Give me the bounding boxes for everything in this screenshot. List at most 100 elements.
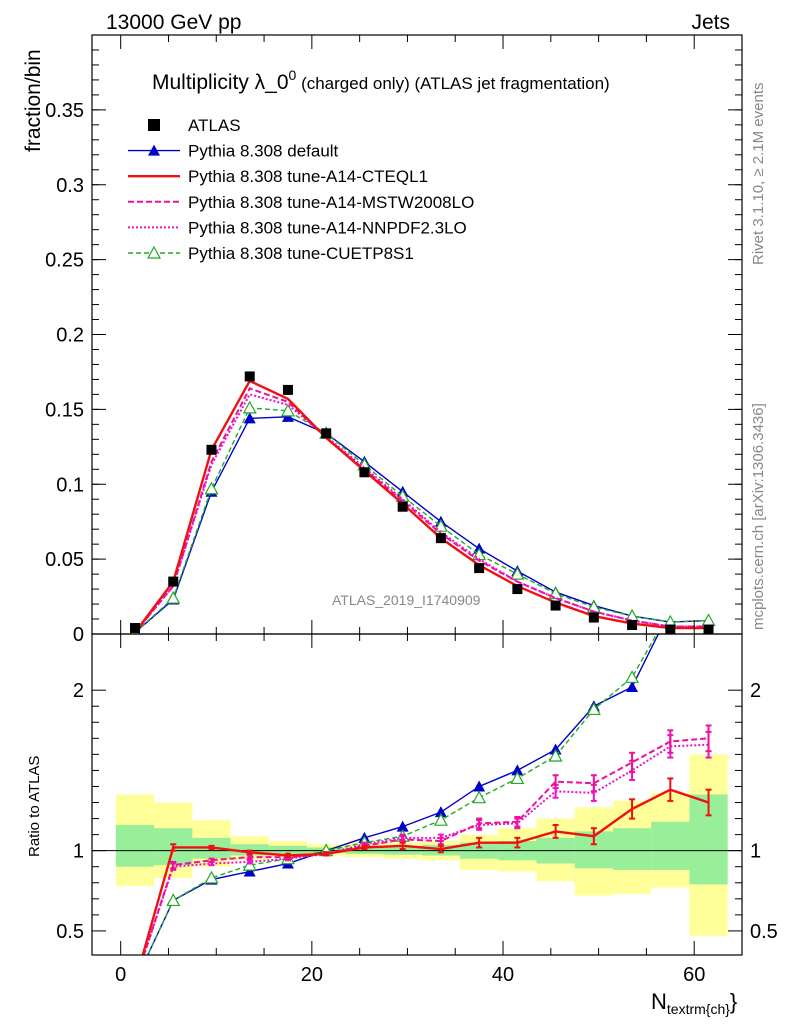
series-1-point-3 <box>243 412 256 424</box>
series-4 <box>134 393 709 634</box>
ratio-0-point-0 <box>129 976 141 987</box>
header-process-label: Jets <box>691 11 730 34</box>
chart-title: Multiplicity λ_00 (charged only) (ATLAS … <box>152 67 610 94</box>
ratio-uncertainty-bands <box>92 754 742 936</box>
y-axis-label: fraction/bin <box>22 49 45 152</box>
legend-entry-2: Pythia 8.308 tune-A14-CTEQL1 <box>128 167 428 186</box>
ratio-ytick-label-2: 2 <box>73 680 84 702</box>
legend-entry-4: Pythia 8.308 tune-A14-NNPDF2.3LO <box>128 218 467 237</box>
series-5-point-4 <box>280 403 295 417</box>
legend-entry-0: ATLAS <box>148 116 241 135</box>
ratio-line-2 <box>142 737 709 955</box>
ratio-4-point-10 <box>510 771 525 785</box>
ratio-4-point-13 <box>625 670 640 683</box>
ratio-4-point-2 <box>204 870 219 884</box>
series-0-point-5 <box>321 428 332 439</box>
series-5-point-2 <box>204 481 219 495</box>
series-0-point-3 <box>244 371 255 382</box>
ratio-0-point-10 <box>511 764 524 776</box>
legend-label-4: Pythia 8.308 tune-A14-NNPDF2.3LO <box>188 218 467 237</box>
x-axis-label: Ntextrm{ch}} <box>651 989 737 1017</box>
legend-marker-0 <box>148 119 160 131</box>
ratio-0-point-14 <box>664 604 676 615</box>
ratio-0-point-8 <box>434 806 447 818</box>
ratio-series-1 <box>141 777 712 955</box>
ratio-4-point-9 <box>472 790 487 804</box>
ratio-0-point-13 <box>626 680 639 692</box>
xtick-label-3: 60 <box>683 964 705 986</box>
ratio-4-point-8 <box>433 812 448 826</box>
series-0-point-2 <box>206 444 217 455</box>
ratio-4-point-1 <box>166 893 181 907</box>
ratio-4-point-3 <box>242 857 257 871</box>
series-0-point-14 <box>665 624 676 634</box>
legend-marker-5 <box>146 245 162 259</box>
ratio-line-0 <box>146 634 660 955</box>
series-0-point-9 <box>474 563 485 574</box>
xtick-label-1: 20 <box>301 964 323 986</box>
band-green-4 <box>268 845 308 854</box>
header-energy-label: 13000 GeV pp <box>106 11 241 34</box>
legend-entry-1: Pythia 8.308 default <box>128 142 339 161</box>
series-0-point-11 <box>550 600 561 611</box>
analysis-watermark: ATLAS_2019_I1740909 <box>332 592 481 608</box>
series-0-point-13 <box>627 620 638 631</box>
series-0-point-15 <box>703 624 714 634</box>
series-0-point-4 <box>282 384 293 395</box>
mcplots-source-label: mcplots.cern.ch [arXiv:1306.3436] <box>750 403 767 630</box>
series-3 <box>134 387 709 634</box>
ratio-0-point-9 <box>473 780 486 792</box>
series-0-point-10 <box>512 584 523 595</box>
series-0-point-12 <box>588 612 599 623</box>
legend-label-2: Pythia 8.308 tune-A14-CTEQL1 <box>188 167 428 186</box>
series-5-point-10 <box>510 566 525 580</box>
series-0 <box>130 371 714 634</box>
top-ytick-label-6: 0.3 <box>56 175 84 197</box>
ratio-line-1 <box>141 788 709 955</box>
series-2 <box>134 379 709 634</box>
xtick-label-0: 0 <box>115 964 126 986</box>
ratio-4-point-14 <box>664 604 676 615</box>
series-0-point-8 <box>435 533 446 544</box>
rivet-version-label: Rivet 3.1.10, ≥ 2.1M events <box>750 83 767 266</box>
ratio-ytick-label-0: 0.5 <box>56 921 84 943</box>
legend-label-1: Pythia 8.308 default <box>188 142 339 161</box>
series-line-2 <box>134 379 709 634</box>
top-panel-series <box>130 371 716 634</box>
ratio-ytick-label-1: 1 <box>73 841 84 863</box>
band-green-13 <box>612 828 652 870</box>
legend-label-5: Pythia 8.308 tune-CUETP8S1 <box>188 244 414 263</box>
series-0-point-6 <box>359 467 370 478</box>
ratio-ytick-label-right-1: 1 <box>750 841 761 863</box>
legend-entry-3: Pythia 8.308 tune-A14-MSTW2008LO <box>128 193 474 212</box>
ratio-ytick-label-right-2: 2 <box>750 680 761 702</box>
ratio-4-point-0 <box>129 976 141 987</box>
band-green-0 <box>115 824 155 867</box>
band-green-14 <box>651 821 690 870</box>
ratio-panel-series <box>129 604 712 987</box>
top-ytick-label-3: 0.15 <box>45 399 84 421</box>
legend-label-0: ATLAS <box>188 116 241 135</box>
top-ytick-label-2: 0.1 <box>56 474 84 496</box>
top-ytick-label-7: 0.35 <box>45 100 84 122</box>
top-ytick-label-5: 0.25 <box>45 250 84 272</box>
series-0-point-7 <box>397 501 408 512</box>
legend-entry-5: Pythia 8.308 tune-CUETP8S1 <box>128 244 414 263</box>
ratio-y-axis-label: Ratio to ATLAS <box>26 756 43 857</box>
series-line-5 <box>134 407 709 634</box>
legend-marker-1 <box>148 144 160 156</box>
ratio-ytick-label-right-0: 0.5 <box>750 921 778 943</box>
ratio-4-point-11 <box>548 748 563 762</box>
xtick-label-2: 40 <box>492 964 514 986</box>
top-ytick-label-4: 0.2 <box>56 325 84 347</box>
ratio-panel-frame <box>91 633 743 956</box>
series-0-point-1 <box>168 576 179 587</box>
legend: ATLAS Pythia 8.308 default Pythia 8.308 tu… <box>128 116 474 263</box>
series-line-4 <box>134 393 709 634</box>
ratio-4-point-12 <box>586 702 601 716</box>
legend-label-3: Pythia 8.308 tune-A14-MSTW2008LO <box>188 193 474 212</box>
series-line-1 <box>134 416 709 634</box>
series-5-point-3 <box>242 400 257 414</box>
series-5-point-1 <box>166 590 181 604</box>
